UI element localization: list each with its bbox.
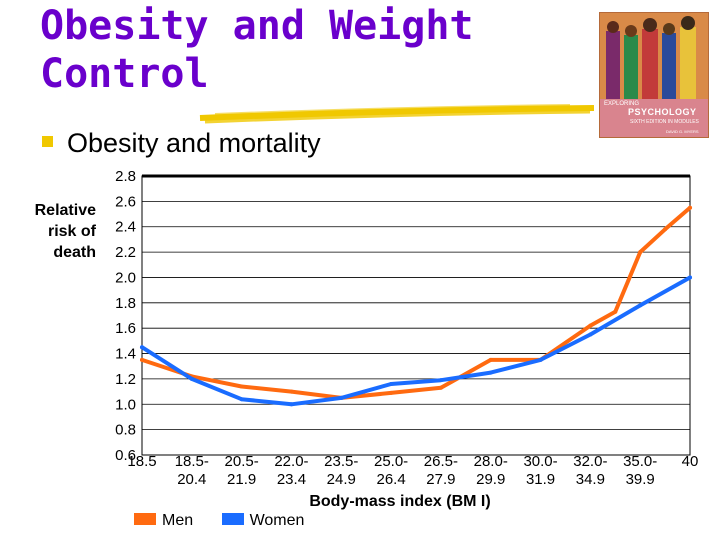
y-tick-label: 1.0 (115, 396, 136, 413)
x-tick-label: 29.9 (476, 471, 505, 488)
x-tick-label: 22.0- (274, 453, 308, 470)
y-tick-label: 2.6 (115, 193, 136, 210)
title-underline (199, 104, 595, 124)
series-point-women (538, 357, 543, 362)
series-point-men (289, 389, 294, 394)
x-tick-label: 21.9 (227, 471, 256, 488)
series-point-women (339, 395, 344, 400)
x-tick-label: 40 (682, 453, 699, 470)
series-point-women (588, 332, 593, 337)
legend-swatch-women (221, 513, 244, 525)
series-point-women (140, 345, 144, 350)
plot-area (141, 175, 691, 456)
y-axis-label-line-1: Relative (34, 202, 96, 219)
series-point-women (488, 370, 493, 375)
series-point-men (663, 227, 668, 232)
y-tick-label: 1.4 (115, 346, 136, 363)
x-tick-label: 23.4 (277, 471, 306, 488)
series-point-women (189, 376, 194, 381)
x-tick-label: 27.9 (426, 471, 455, 488)
y-tick-label: 0.8 (115, 422, 136, 439)
x-tick-label: 34.9 (576, 471, 605, 488)
x-tick-label: 26.4 (376, 471, 405, 488)
x-tick-label: 32.0- (573, 453, 607, 470)
series-point-women (438, 378, 443, 383)
x-tick-label: 18.5 (127, 453, 156, 470)
legend-label-women: Women (249, 512, 305, 529)
slide-title: Obesity and Weight Control (40, 2, 473, 98)
series-point-women (688, 275, 692, 280)
x-tick-label: 31.9 (526, 471, 555, 488)
legend-item-women: Women (221, 512, 305, 530)
bullet-item: Obesity and mortality (42, 128, 321, 159)
legend-item-men: Men (134, 512, 193, 530)
book-series: EXPLORING (604, 101, 640, 107)
x-tick-label: 20.4 (177, 471, 206, 488)
series-point-men (688, 205, 692, 210)
chart-legend: Men Women (134, 512, 328, 530)
series-point-women (239, 397, 244, 402)
series-line-men (140, 205, 692, 400)
y-axis-label-line-2: risk of (47, 223, 96, 240)
series-point-men (239, 384, 244, 389)
series-point-men (588, 323, 593, 328)
x-tick-label: 26.5- (424, 453, 458, 470)
book-cover-image: EXPLORING PSYCHOLOGY SIXTH EDITION IN MO… (599, 12, 709, 138)
x-tick-label: 24.9 (327, 471, 356, 488)
book-cover-band (600, 99, 708, 137)
series-point-women (289, 402, 294, 407)
series-point-men (438, 385, 443, 390)
y-tick-label: 1.6 (115, 320, 136, 337)
series-line-women (140, 275, 692, 407)
x-tick-label: 39.9 (626, 471, 655, 488)
book-edition: SIXTH EDITION IN MODULES (630, 119, 699, 125)
y-tick-label: 2.2 (115, 244, 136, 261)
y-tick-label: 0.6 (115, 447, 136, 464)
x-tick-label: 25.0- (374, 453, 408, 470)
x-tick-label: 18.5- (175, 453, 209, 470)
slide-title-line-1: Obesity and Weight (40, 3, 474, 49)
x-tick-label: 20.5- (225, 453, 259, 470)
book-author: DAVID G. MYERS (666, 129, 699, 134)
x-tick-label: 35.0- (623, 453, 657, 470)
series-point-men (488, 357, 493, 362)
x-tick-label: 28.0- (474, 453, 508, 470)
series-point-men (613, 309, 618, 314)
series-point-men (389, 390, 394, 395)
bullet-square-icon (42, 136, 53, 147)
series-point-men (638, 250, 643, 255)
legend-label-men: Men (162, 512, 194, 529)
y-tick-label: 2.8 (115, 168, 136, 185)
x-tick-label: 23.5- (324, 453, 358, 470)
legend-swatch-men (134, 513, 156, 525)
slide-title-line-2: Control (40, 51, 209, 97)
bullet-text: Obesity and mortality (67, 128, 321, 158)
book-cover-figures (600, 13, 708, 99)
y-axis-label: Relative risk of death (20, 200, 96, 263)
y-tick-label: 2.0 (115, 269, 136, 286)
series-point-men (140, 357, 144, 362)
y-tick-label: 1.8 (115, 295, 136, 312)
y-tick-label: 2.4 (115, 219, 136, 236)
x-tick-label: 30.0- (523, 453, 557, 470)
series-point-women (638, 303, 643, 308)
x-axis-label: Body-mass index (BM I) (309, 493, 491, 510)
y-tick-label: 1.2 (115, 371, 136, 388)
y-axis-label-line-3: death (53, 244, 96, 261)
series-point-women (389, 381, 394, 386)
book-title: PSYCHOLOGY (628, 107, 697, 117)
